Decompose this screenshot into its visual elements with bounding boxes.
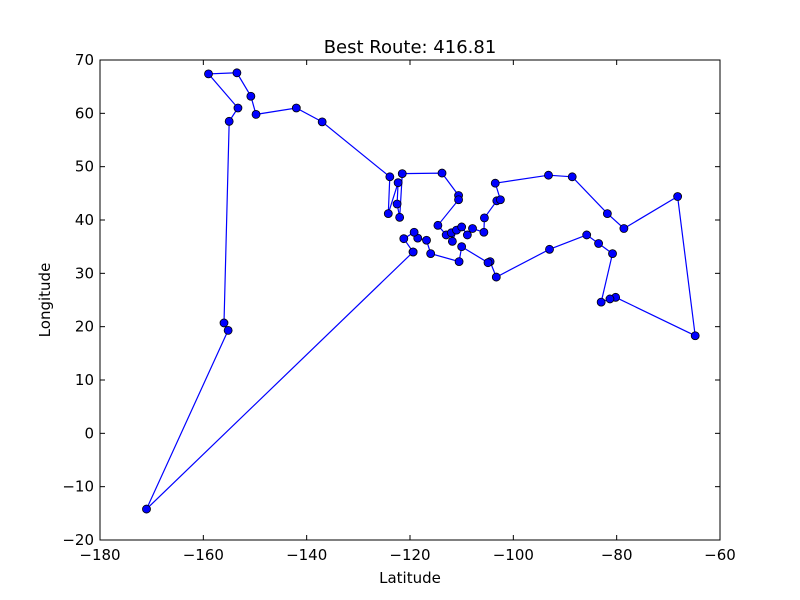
route-point xyxy=(395,212,405,222)
route-point xyxy=(490,178,500,188)
route-point xyxy=(491,272,501,282)
y-tick-label: −20 xyxy=(62,531,94,549)
x-tick-label: −60 xyxy=(704,546,736,564)
route-point xyxy=(408,247,418,257)
route-point xyxy=(545,244,554,254)
route-point xyxy=(544,170,553,180)
y-tick-label: 30 xyxy=(75,264,94,282)
route-point xyxy=(462,230,472,240)
route-series xyxy=(142,68,700,514)
x-tick-label: −140 xyxy=(286,546,327,564)
route-point xyxy=(479,227,489,237)
route-point xyxy=(457,242,467,252)
route-point xyxy=(437,168,447,178)
route-point xyxy=(233,103,243,113)
x-tick-label: −100 xyxy=(493,546,534,564)
y-tick-label: 10 xyxy=(75,371,94,389)
route-point xyxy=(219,318,229,328)
route-point xyxy=(393,178,403,188)
route-point xyxy=(392,199,402,209)
route-point xyxy=(454,257,464,267)
route-point xyxy=(496,195,505,205)
route-point xyxy=(397,169,407,179)
route-point xyxy=(619,224,629,233)
x-tick-label: −160 xyxy=(183,546,224,564)
y-tick-label: 0 xyxy=(84,424,94,442)
route-point xyxy=(468,224,477,233)
route-point xyxy=(223,325,233,335)
route-point xyxy=(422,235,431,245)
y-tick-label: 70 xyxy=(75,51,94,69)
route-point xyxy=(142,504,151,514)
route-point xyxy=(673,192,683,201)
route-point xyxy=(454,195,463,205)
route-point xyxy=(602,209,612,219)
y-tick-label: −10 xyxy=(62,478,94,496)
x-axis-ticks: −180 −160 −140 −120 −100 −80 −60 xyxy=(79,60,736,564)
route-point xyxy=(594,239,603,248)
x-tick-label: −120 xyxy=(389,546,430,564)
route-point xyxy=(608,249,617,259)
y-tick-label: 50 xyxy=(75,158,94,176)
route-point xyxy=(383,209,393,219)
route-line xyxy=(145,72,696,510)
y-tick-label: 60 xyxy=(75,104,94,122)
x-axis-label: Latitude xyxy=(379,569,441,587)
route-point xyxy=(479,213,489,223)
route-point xyxy=(690,331,700,341)
route-point xyxy=(385,172,395,182)
route-point xyxy=(596,297,606,307)
plot-area: −180 −160 −140 −120 −100 −80 −60 −20−100102030… xyxy=(62,51,735,564)
route-point xyxy=(483,258,493,268)
route-point xyxy=(582,230,592,240)
y-axis-label: Longitude xyxy=(36,263,54,338)
route-point xyxy=(291,103,301,113)
y-axis-ticks: −20 −10 0 10 20 30 40 50 60 70 xyxy=(62,51,720,549)
route-point xyxy=(447,236,457,246)
route-point xyxy=(224,116,234,126)
route-point xyxy=(232,68,242,78)
route-point xyxy=(251,110,261,119)
route-point xyxy=(457,222,467,232)
route-point xyxy=(409,227,419,237)
route-point xyxy=(204,69,213,79)
route-point xyxy=(605,294,615,304)
route-point xyxy=(399,234,409,244)
chart-title: Best Route: 416.81 xyxy=(324,37,497,58)
route-point xyxy=(317,117,327,127)
route-point xyxy=(426,249,436,259)
route-point xyxy=(567,172,577,182)
route-point xyxy=(246,91,256,101)
route-point xyxy=(433,220,443,230)
x-tick-label: −180 xyxy=(79,546,120,564)
y-tick-label: 20 xyxy=(75,318,94,336)
y-tick-label: 40 xyxy=(75,211,94,229)
x-tick-label: −80 xyxy=(601,546,633,564)
plot-frame xyxy=(99,59,721,541)
